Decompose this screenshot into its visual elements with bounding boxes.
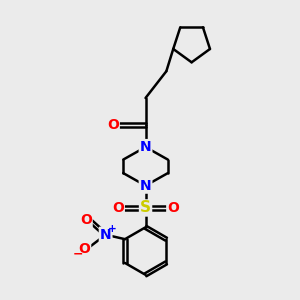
Text: O: O <box>112 201 124 215</box>
Text: −: − <box>73 247 83 260</box>
Text: S: S <box>140 200 151 215</box>
Text: +: + <box>108 224 116 234</box>
Text: O: O <box>80 213 92 227</box>
Text: O: O <box>78 242 90 256</box>
Text: O: O <box>167 201 179 215</box>
Text: N: N <box>140 179 152 193</box>
Text: O: O <box>107 118 119 132</box>
Text: N: N <box>140 140 152 154</box>
Text: N: N <box>100 228 111 242</box>
